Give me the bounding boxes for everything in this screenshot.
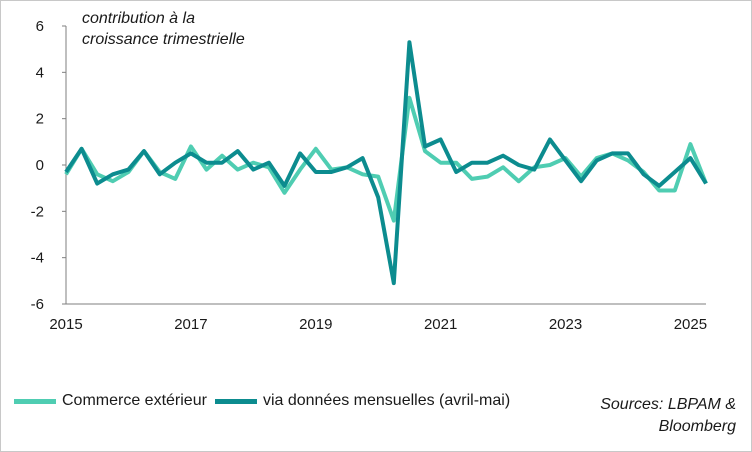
- x-tick-label: 2019: [299, 316, 332, 333]
- y-tick-label: -2: [31, 203, 44, 220]
- sources-line-2: Bloomberg: [658, 418, 736, 435]
- x-tick-label: 2015: [49, 316, 82, 333]
- y-axis: 6 4 2 0 -2 -4 -6: [31, 18, 67, 313]
- legend-item-mensuelles: via données mensuelles (avril-mai): [214, 392, 511, 410]
- x-axis: 2015 2017 2019 2021 2023 2025: [49, 303, 707, 333]
- y-tick-label: 0: [36, 157, 44, 174]
- series-line-1: [64, 40, 708, 286]
- subtitle-line-2: croissance trimestrielle: [82, 31, 245, 48]
- y-tick-label: 4: [36, 64, 44, 81]
- y-tick-label: -4: [31, 250, 44, 267]
- x-tick-label: 2025: [674, 316, 707, 333]
- y-tick-label: 6: [36, 18, 44, 35]
- x-tick-label: 2023: [549, 316, 582, 333]
- y-tick-label: 2: [36, 111, 44, 128]
- subtitle-line-1: contribution à la: [82, 10, 195, 27]
- legend-item-commerce: Commerce extérieur: [14, 392, 207, 410]
- series-lines: [64, 40, 708, 286]
- legend-label-commerce: Commerce extérieur: [62, 392, 207, 409]
- sources-note: Sources: LBPAM & Bloomberg: [556, 394, 736, 438]
- legend: Commerce extérieur via données mensuelle…: [14, 392, 518, 410]
- x-tick-label: 2021: [424, 316, 457, 333]
- x-tick-label: 2017: [174, 316, 207, 333]
- legend-swatch-mensuelles: [214, 398, 257, 404]
- chart-subtitle: contribution à la croissance trimestriel…: [82, 8, 312, 50]
- y-tick-label: -6: [31, 296, 44, 313]
- series-line-0: [64, 95, 708, 223]
- legend-swatch-commerce: [14, 398, 56, 404]
- sources-line-1: Sources: LBPAM &: [600, 396, 736, 413]
- legend-label-mensuelles: via données mensuelles (avril-mai): [262, 392, 511, 409]
